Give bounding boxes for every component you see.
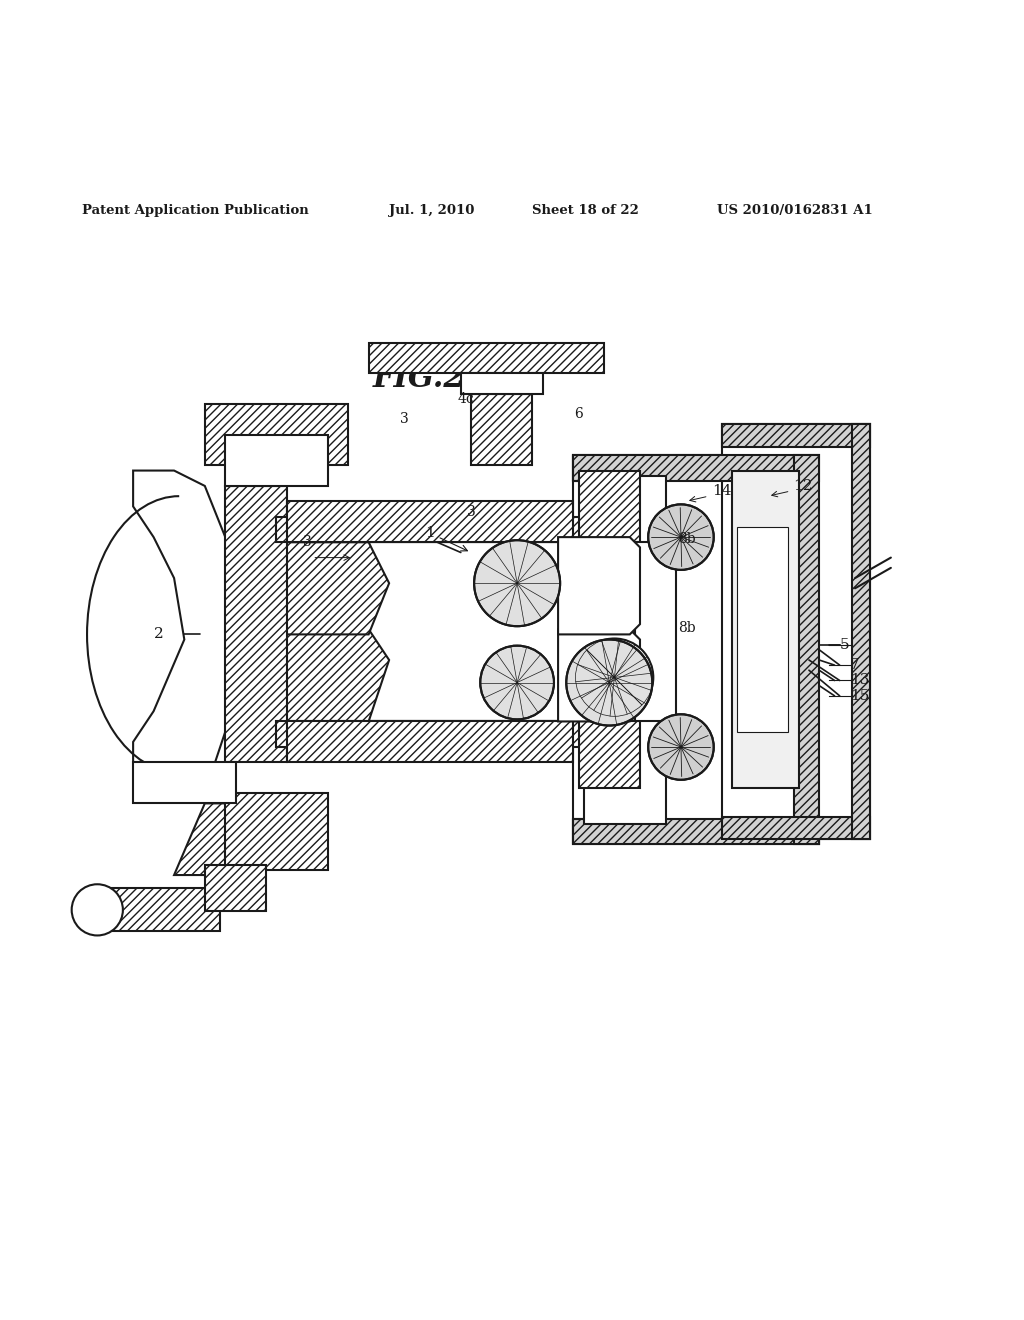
Polygon shape — [287, 722, 573, 763]
Text: FIG.20: FIG.20 — [373, 363, 487, 393]
Polygon shape — [225, 793, 328, 870]
Polygon shape — [722, 817, 870, 840]
Polygon shape — [369, 543, 573, 722]
Text: 4c: 4c — [458, 392, 474, 405]
Text: 14: 14 — [712, 484, 731, 498]
Text: 12: 12 — [794, 479, 813, 492]
Polygon shape — [174, 804, 287, 875]
Text: 15: 15 — [850, 689, 869, 702]
Text: 7: 7 — [850, 659, 859, 672]
Polygon shape — [732, 470, 799, 788]
Polygon shape — [133, 470, 236, 793]
Polygon shape — [225, 486, 287, 763]
Polygon shape — [205, 865, 266, 911]
Polygon shape — [722, 425, 870, 840]
Polygon shape — [276, 630, 389, 722]
Polygon shape — [635, 543, 676, 722]
Text: 3: 3 — [400, 412, 409, 426]
Circle shape — [566, 639, 652, 726]
Polygon shape — [573, 818, 819, 845]
Polygon shape — [558, 630, 640, 722]
Text: Patent Application Publication: Patent Application Publication — [82, 205, 308, 218]
Text: 8b: 8b — [678, 622, 695, 635]
Polygon shape — [579, 722, 640, 788]
Circle shape — [648, 504, 714, 570]
Text: 3: 3 — [467, 504, 475, 519]
Text: 13: 13 — [850, 673, 869, 688]
Text: Sheet 18 of 22: Sheet 18 of 22 — [532, 205, 639, 218]
Polygon shape — [573, 455, 819, 480]
Polygon shape — [573, 455, 819, 845]
Polygon shape — [287, 502, 573, 543]
Text: 8b: 8b — [678, 532, 695, 546]
Polygon shape — [579, 470, 640, 543]
Circle shape — [474, 540, 560, 626]
Text: 1: 1 — [425, 527, 467, 550]
Polygon shape — [794, 455, 819, 845]
Polygon shape — [558, 537, 640, 635]
Polygon shape — [369, 343, 604, 374]
Text: Jul. 1, 2010: Jul. 1, 2010 — [389, 205, 474, 218]
Text: 6: 6 — [574, 408, 583, 421]
Circle shape — [575, 639, 653, 717]
Circle shape — [480, 645, 554, 719]
Polygon shape — [722, 425, 870, 447]
Polygon shape — [461, 374, 543, 393]
Polygon shape — [276, 516, 599, 543]
Text: US 2010/0162831 A1: US 2010/0162831 A1 — [717, 205, 872, 218]
Polygon shape — [133, 763, 236, 804]
Text: 3: 3 — [303, 535, 311, 549]
Circle shape — [72, 884, 123, 936]
Polygon shape — [471, 393, 532, 466]
Polygon shape — [205, 404, 348, 466]
Polygon shape — [584, 475, 666, 824]
Polygon shape — [225, 434, 328, 486]
Polygon shape — [852, 425, 870, 840]
Circle shape — [648, 714, 714, 780]
Text: 5: 5 — [840, 638, 849, 652]
Polygon shape — [276, 722, 599, 747]
Text: 2: 2 — [154, 627, 164, 642]
Polygon shape — [276, 543, 389, 635]
Polygon shape — [737, 527, 788, 731]
Polygon shape — [108, 888, 220, 932]
